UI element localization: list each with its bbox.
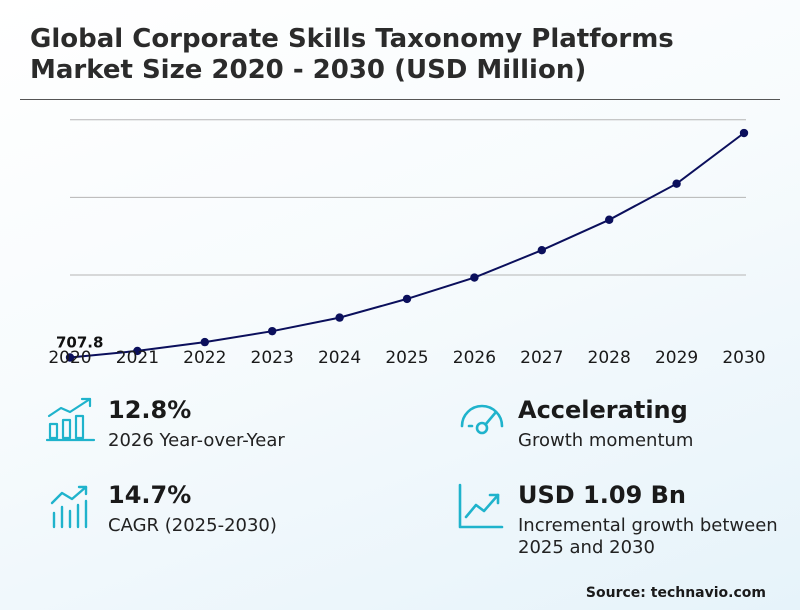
data-point-2025 bbox=[402, 294, 412, 304]
kpi-incremental: USD 1.09 Bn Incremental growth between 2… bbox=[456, 481, 786, 558]
trend-chart-icon bbox=[458, 483, 504, 529]
data-label-2020: 707.8 bbox=[56, 334, 103, 352]
x-tick-2028: 2028 bbox=[587, 348, 631, 368]
data-point-2028 bbox=[605, 215, 614, 224]
data-point-2026 bbox=[470, 273, 479, 282]
x-tick-2025: 2025 bbox=[385, 348, 429, 368]
x-tick-2022: 2022 bbox=[183, 348, 227, 368]
data-point-2027 bbox=[537, 245, 546, 255]
bar-growth-icon bbox=[46, 397, 96, 442]
kpi-incremental-label: Incremental growth between 2025 and 2030 bbox=[518, 515, 778, 558]
data-point-2029 bbox=[672, 179, 681, 188]
page-title: Global Corporate Skills Taxonomy Platfor… bbox=[30, 24, 674, 86]
data-points bbox=[65, 128, 749, 362]
kpi-momentum-label: Growth momentum bbox=[518, 430, 694, 451]
data-point-2020 bbox=[65, 353, 75, 362]
kpi-yoy-value: 12.8% bbox=[108, 396, 192, 424]
kpi-cagr-label: CAGR (2025-2030) bbox=[108, 515, 277, 536]
source-credit: Source: technavio.com bbox=[585, 585, 766, 601]
title-line-1: Global Corporate Skills Taxonomy Platfor… bbox=[30, 24, 674, 54]
kpi-momentum: Accelerating Growth momentum bbox=[456, 396, 786, 466]
data-point-2023 bbox=[268, 326, 277, 336]
title-divider bbox=[20, 99, 780, 100]
x-axis-labels: 2020 2021 2022 2023 2024 2025 2026 2027 2028 2029… bbox=[0, 348, 800, 370]
x-tick-2027: 2027 bbox=[520, 348, 564, 368]
gauge-icon bbox=[460, 404, 504, 435]
x-tick-2021: 2021 bbox=[115, 348, 160, 368]
data-point-2022 bbox=[200, 337, 209, 347]
title-line-2: Market Size 2020 - 2030 (USD Million) bbox=[30, 55, 587, 85]
data-point-2030 bbox=[739, 128, 749, 138]
x-tick-2024: 2024 bbox=[317, 348, 362, 368]
line-chart: 707.8 bbox=[56, 119, 749, 362]
kpi-yoy: 12.8% 2026 Year-over-Year bbox=[46, 396, 376, 466]
kpi-cagr-value: 14.7% bbox=[108, 481, 192, 509]
kpi-incremental-value: USD 1.09 Bn bbox=[518, 481, 686, 509]
x-tick-2030: 2030 bbox=[722, 348, 766, 368]
data-point-2024 bbox=[335, 313, 344, 322]
kpi-yoy-label: 2026 Year-over-Year bbox=[108, 430, 285, 451]
kpi-cagr: 14.7% CAGR (2025-2030) bbox=[46, 481, 376, 551]
trend-bars-icon bbox=[50, 485, 88, 529]
x-tick-2023: 2023 bbox=[250, 348, 294, 368]
data-point-2021 bbox=[133, 346, 142, 356]
data-labels: 707.8 bbox=[56, 334, 103, 352]
x-tick-2029: 2029 bbox=[654, 348, 699, 368]
x-tick-2020: 2020 bbox=[48, 348, 92, 368]
gridlines bbox=[70, 119, 746, 276]
kpi-momentum-value: Accelerating bbox=[518, 396, 688, 424]
x-tick-2026: 2026 bbox=[452, 348, 497, 368]
series-line bbox=[69, 132, 745, 359]
